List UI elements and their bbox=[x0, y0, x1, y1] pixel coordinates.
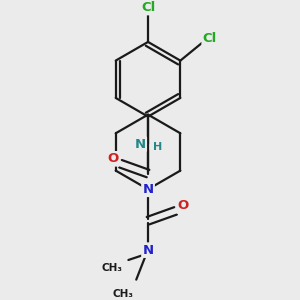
Text: CH₃: CH₃ bbox=[101, 263, 122, 273]
Text: Cl: Cl bbox=[141, 1, 155, 14]
Text: CH₃: CH₃ bbox=[113, 290, 134, 299]
Text: O: O bbox=[107, 152, 118, 165]
Text: H: H bbox=[153, 142, 163, 152]
Text: O: O bbox=[178, 200, 189, 212]
Text: N: N bbox=[135, 138, 146, 151]
Text: Cl: Cl bbox=[203, 32, 217, 46]
Text: N: N bbox=[142, 244, 154, 257]
Text: N: N bbox=[142, 183, 154, 196]
